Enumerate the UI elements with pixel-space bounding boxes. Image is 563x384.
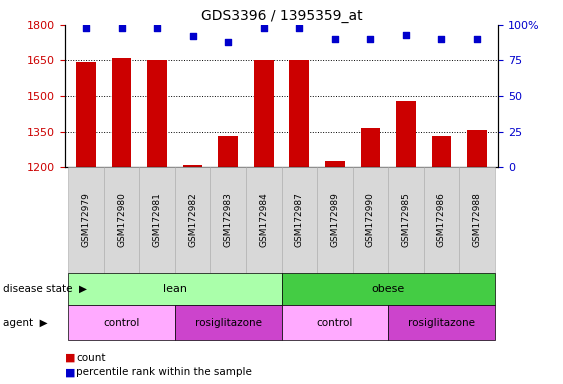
- Text: GSM172990: GSM172990: [366, 192, 375, 247]
- Bar: [183, 165, 203, 167]
- Point: [82, 25, 91, 31]
- Point: [472, 36, 481, 42]
- Bar: [254, 60, 274, 167]
- Text: GSM172989: GSM172989: [330, 192, 339, 247]
- Text: GSM172984: GSM172984: [259, 192, 268, 247]
- Point: [295, 25, 304, 31]
- Bar: [148, 60, 167, 167]
- Title: GDS3396 / 1395359_at: GDS3396 / 1395359_at: [200, 8, 363, 23]
- Text: lean: lean: [163, 284, 187, 294]
- Point: [224, 39, 233, 45]
- Text: rosiglitazone: rosiglitazone: [195, 318, 262, 328]
- Text: rosiglitazone: rosiglitazone: [408, 318, 475, 328]
- Bar: [112, 58, 131, 167]
- Text: agent  ▶: agent ▶: [3, 318, 47, 328]
- Text: GSM172983: GSM172983: [224, 192, 233, 247]
- Text: GSM172979: GSM172979: [82, 192, 91, 247]
- Text: GSM172987: GSM172987: [295, 192, 304, 247]
- Text: percentile rank within the sample: percentile rank within the sample: [76, 367, 252, 377]
- Bar: [289, 60, 309, 167]
- Text: GSM172981: GSM172981: [153, 192, 162, 247]
- Text: control: control: [104, 318, 140, 328]
- Bar: [432, 136, 451, 167]
- Point: [188, 33, 197, 40]
- Text: GSM172980: GSM172980: [117, 192, 126, 247]
- Point: [366, 36, 375, 42]
- Text: GSM172985: GSM172985: [401, 192, 410, 247]
- Bar: [396, 101, 415, 167]
- Text: GSM172988: GSM172988: [472, 192, 481, 247]
- Text: control: control: [316, 318, 353, 328]
- Bar: [77, 62, 96, 167]
- Point: [259, 25, 268, 31]
- Text: disease state  ▶: disease state ▶: [3, 284, 87, 294]
- Bar: [325, 161, 345, 167]
- Text: ■: ■: [65, 367, 75, 377]
- Point: [117, 25, 126, 31]
- Text: GSM172986: GSM172986: [437, 192, 446, 247]
- Bar: [218, 136, 238, 167]
- Text: obese: obese: [372, 284, 405, 294]
- Text: ■: ■: [65, 353, 75, 363]
- Point: [153, 25, 162, 31]
- Bar: [360, 128, 380, 167]
- Point: [401, 32, 410, 38]
- Point: [330, 36, 339, 42]
- Bar: [467, 130, 486, 167]
- Point: [437, 36, 446, 42]
- Text: count: count: [76, 353, 105, 363]
- Text: GSM172982: GSM172982: [188, 192, 197, 247]
